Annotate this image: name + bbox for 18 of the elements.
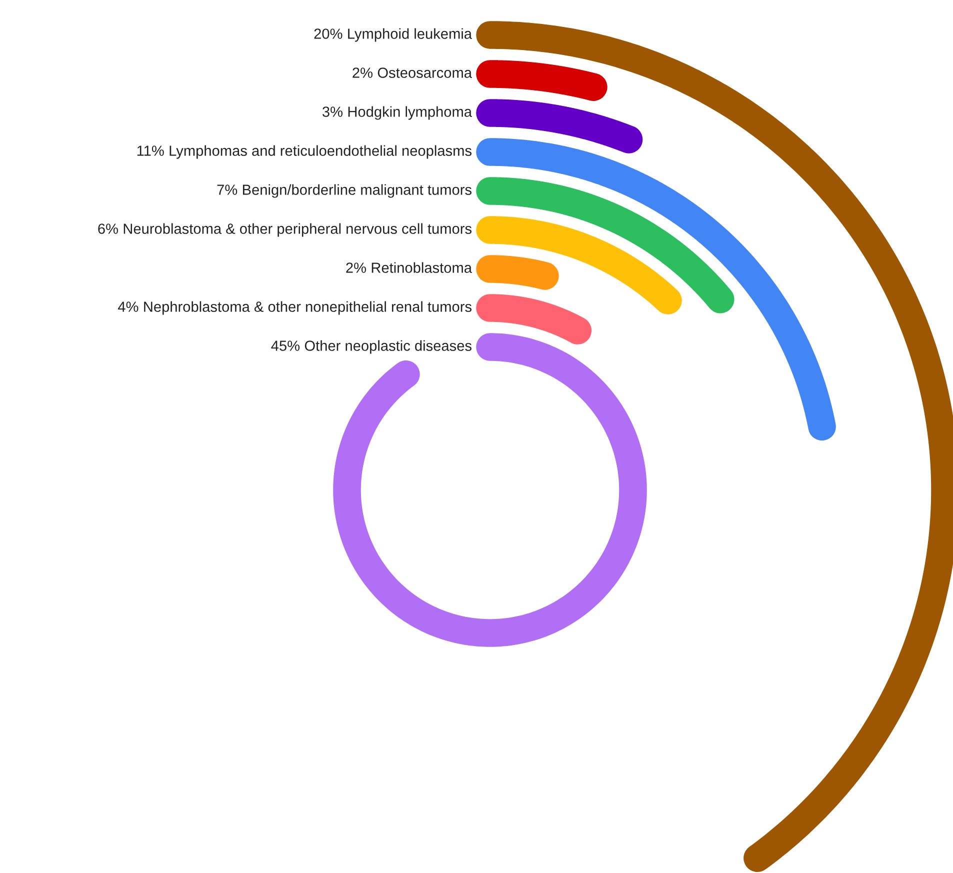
data-label: 2% [346, 262, 366, 273]
category-label: Other neoplastic diseases [304, 340, 472, 354]
category-label: Nephroblastoma & other nonepithelial renal tumors [144, 301, 472, 315]
category-label: Neuroblastoma & other peripheral nervous cell tumors [124, 223, 472, 237]
data-label: 3% [322, 106, 342, 117]
data-label: 11% [137, 146, 164, 156]
data-label: 7% [217, 184, 238, 195]
data-label: 45% [271, 340, 300, 351]
category-label: Lymphoid leukemia [348, 28, 472, 42]
data-label: 4% [118, 302, 138, 312]
category-label: Hodgkin lymphoma [348, 106, 472, 120]
category-label: Osteosarcoma [378, 68, 472, 78]
category-label: Lymphomas and reticuloendothelial neoplasms [170, 145, 472, 159]
data-label: 2% [352, 68, 372, 78]
category-label: Benign/borderline malignant tumors [242, 184, 472, 198]
category-label: Retinoblastoma [372, 262, 472, 273]
data-label: 6% [98, 224, 118, 234]
data-label: 20% [314, 28, 342, 39]
